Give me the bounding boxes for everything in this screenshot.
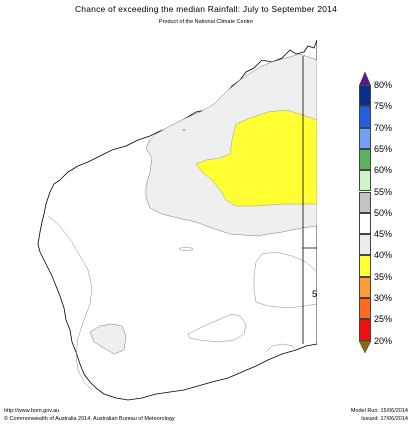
legend: 80% 75% 70% 65% 60% 55% 50% 45% 40% 35% 30% 25% 20% [359, 72, 412, 362]
legend-label: 20% [374, 335, 393, 346]
legend-label: 35% [374, 271, 393, 282]
legend-swatch [359, 298, 371, 320]
legend-bottom-arrow [359, 340, 371, 353]
legend-label: 55% [374, 186, 393, 197]
legend-label: 45% [374, 229, 393, 240]
contour-line [265, 343, 297, 353]
contour-line [47, 215, 93, 391]
state-border [302, 56, 317, 344]
legend-swatch [359, 85, 371, 107]
footer-model-run: Model Run: 15/06/2014 [350, 408, 408, 414]
legend-swatch [359, 276, 371, 298]
region-yellow [195, 109, 318, 207]
legend-label: 70% [374, 122, 393, 133]
footer-url[interactable]: http://www.bom.gov.au [4, 408, 60, 414]
map-title: Chance of exceeding the median Rainfall:… [74, 4, 338, 14]
region-grey-sw [89, 323, 127, 355]
legend-swatch [359, 319, 371, 341]
legend-label: 30% [374, 293, 393, 303]
legend-swatch [359, 170, 371, 192]
legend-label: 60% [374, 165, 393, 176]
legend-label: 80% [374, 80, 393, 90]
island-marker [182, 128, 185, 131]
legend-label: 65% [374, 143, 393, 154]
legend-swatch [359, 106, 371, 128]
footer-copyright: © Commonwealth of Australia 2014, Austra… [4, 416, 175, 422]
legend-swatch [359, 234, 371, 256]
legend-label: 25% [374, 314, 393, 325]
stray-label: 5 [312, 289, 317, 299]
contour-line [178, 247, 194, 251]
legend-label: 50% [374, 207, 393, 218]
footer-issued: Issued: 17/06/2014 [361, 416, 408, 422]
legend-top-arrow [359, 72, 371, 86]
legend-swatch [359, 191, 371, 213]
contour-line [253, 251, 318, 309]
legend-swatch [359, 127, 371, 149]
legend-swatch [359, 212, 371, 235]
contour-line [187, 313, 247, 343]
map-subtitle: Product of the National Climate Centre [158, 19, 254, 25]
legend-swatch [359, 148, 371, 171]
legend-label: 40% [374, 250, 393, 261]
legend-swatch [359, 255, 371, 277]
legend-label: 75% [374, 101, 393, 112]
